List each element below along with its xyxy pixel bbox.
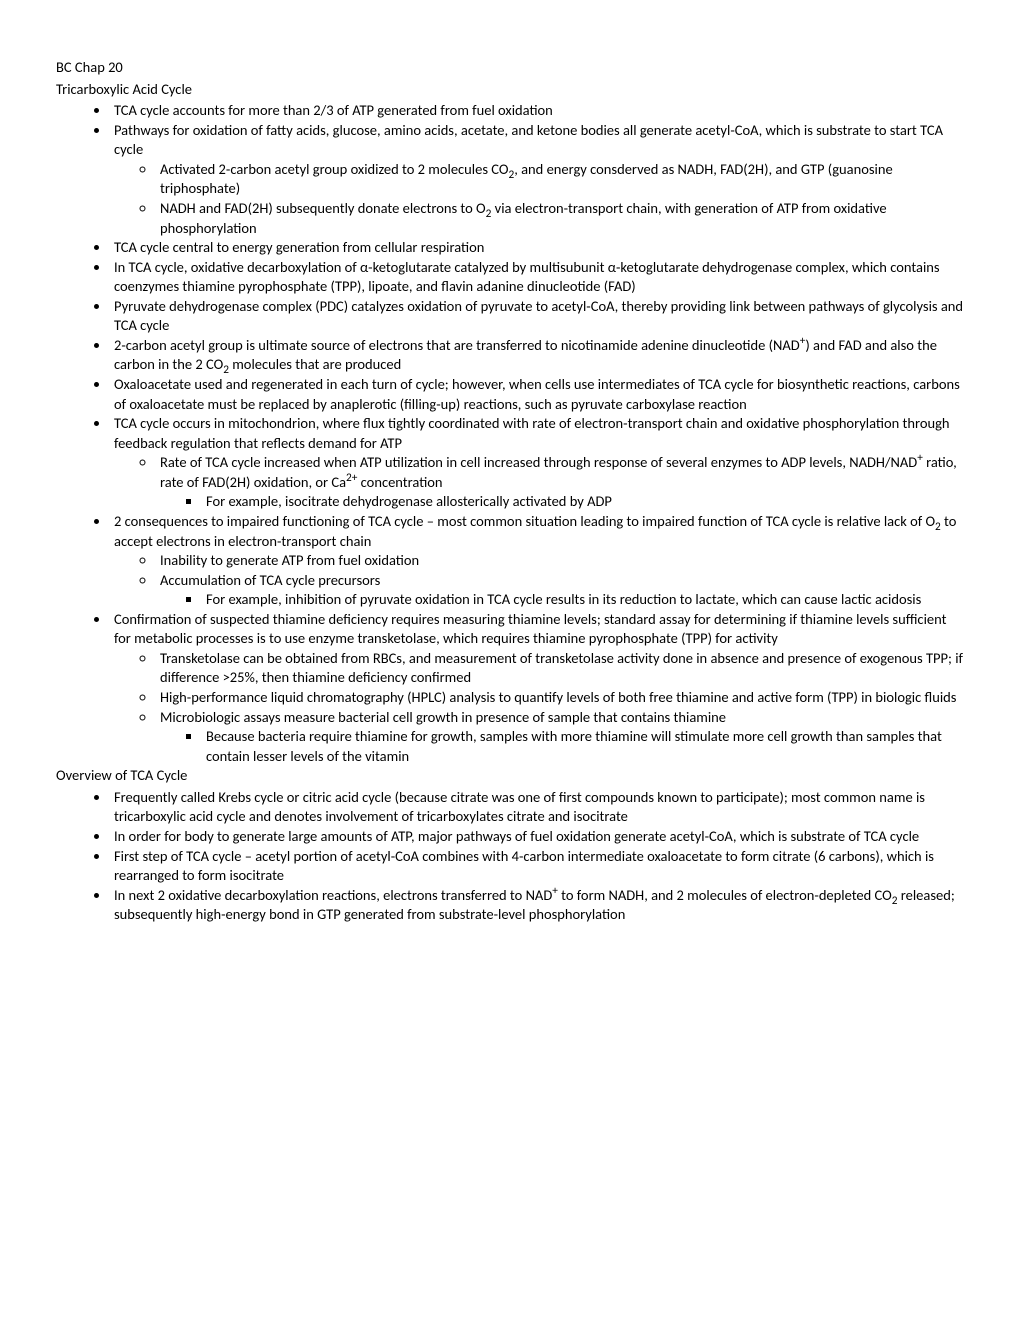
list-item: Pyruvate dehydrogenase complex (PDC) cat…	[110, 297, 964, 336]
list-item: TCA cycle central to energy generation f…	[110, 238, 964, 258]
list-item: In TCA cycle, oxidative decarboxylation …	[110, 258, 964, 297]
list-item-text: For example, inhibition of pyruvate oxid…	[206, 590, 921, 608]
list-item: Rate of TCA cycle increased when ATP uti…	[156, 453, 964, 512]
list-item: In next 2 oxidative decarboxylation reac…	[110, 886, 964, 925]
list-item-text: In TCA cycle, oxidative decarboxylation …	[114, 258, 940, 296]
list-item: First step of TCA cycle – acetyl portion…	[110, 847, 964, 886]
list-item: TCA cycle occurs in mitochondrion, where…	[110, 414, 964, 512]
list-item-text: TCA cycle central to energy generation f…	[114, 238, 484, 256]
list-item-text: Activated 2-carbon acetyl group oxidized…	[160, 160, 893, 198]
list-item-text: NADH and FAD(2H) subsequently donate ele…	[160, 199, 887, 237]
list-item-text: TCA cycle occurs in mitochondrion, where…	[114, 414, 950, 452]
list-item: Transketolase can be obtained from RBCs,…	[156, 649, 964, 688]
list-item-text: In order for body to generate large amou…	[114, 827, 919, 845]
list-item: Accumulation of TCA cycle precursorsFor …	[156, 571, 964, 610]
list-item-text: Because bacteria require thiamine for gr…	[206, 727, 942, 765]
list-item-text: Accumulation of TCA cycle precursors	[160, 571, 380, 589]
list-item-text: Oxaloacetate used and regenerated in eac…	[114, 375, 960, 413]
list-item: Because bacteria require thiamine for gr…	[202, 727, 964, 766]
list-item-text: Transketolase can be obtained from RBCs,…	[160, 649, 963, 687]
overview-bullet-list: Frequently called Krebs cycle or citric …	[56, 788, 964, 925]
list-item-text: Pyruvate dehydrogenase complex (PDC) cat…	[114, 297, 963, 335]
list-item-text: Inability to generate ATP from fuel oxid…	[160, 551, 419, 569]
list-item-text: TCA cycle accounts for more than 2/3 of …	[114, 101, 553, 119]
list-item-text: High-performance liquid chromatography (…	[160, 688, 956, 706]
list-item-text: For example, isocitrate dehydrogenase al…	[206, 492, 612, 510]
list-item: Frequently called Krebs cycle or citric …	[110, 788, 964, 827]
list-item: Activated 2-carbon acetyl group oxidized…	[156, 160, 964, 199]
list-item-text: First step of TCA cycle – acetyl portion…	[114, 847, 934, 885]
list-item: Pathways for oxidation of fatty acids, g…	[110, 121, 964, 238]
chapter-title: BC Chap 20	[56, 58, 964, 78]
list-item: Confirmation of suspected thiamine defic…	[110, 610, 964, 767]
list-item: For example, inhibition of pyruvate oxid…	[202, 590, 964, 610]
section-heading-overview: Overview of TCA Cycle	[56, 766, 964, 786]
list-item-text: Rate of TCA cycle increased when ATP uti…	[160, 453, 957, 491]
list-item-text: Frequently called Krebs cycle or citric …	[114, 788, 925, 826]
list-item: Inability to generate ATP from fuel oxid…	[156, 551, 964, 571]
list-item: 2-carbon acetyl group is ultimate source…	[110, 336, 964, 375]
list-item: For example, isocitrate dehydrogenase al…	[202, 492, 964, 512]
page-title: Tricarboxylic Acid Cycle	[56, 80, 964, 100]
list-item-text: 2-carbon acetyl group is ultimate source…	[114, 336, 937, 374]
list-item: 2 consequences to impaired functioning o…	[110, 512, 964, 610]
list-item: NADH and FAD(2H) subsequently donate ele…	[156, 199, 964, 238]
list-item: In order for body to generate large amou…	[110, 827, 964, 847]
list-item: High-performance liquid chromatography (…	[156, 688, 964, 708]
list-item: Microbiologic assays measure bacterial c…	[156, 708, 964, 767]
list-item: Oxaloacetate used and regenerated in eac…	[110, 375, 964, 414]
list-item-text: 2 consequences to impaired functioning o…	[114, 512, 956, 550]
main-bullet-list: TCA cycle accounts for more than 2/3 of …	[56, 101, 964, 766]
list-item-text: Confirmation of suspected thiamine defic…	[114, 610, 946, 648]
list-item: TCA cycle accounts for more than 2/3 of …	[110, 101, 964, 121]
list-item-text: In next 2 oxidative decarboxylation reac…	[114, 886, 955, 924]
list-item-text: Microbiologic assays measure bacterial c…	[160, 708, 726, 726]
list-item-text: Pathways for oxidation of fatty acids, g…	[114, 121, 943, 159]
